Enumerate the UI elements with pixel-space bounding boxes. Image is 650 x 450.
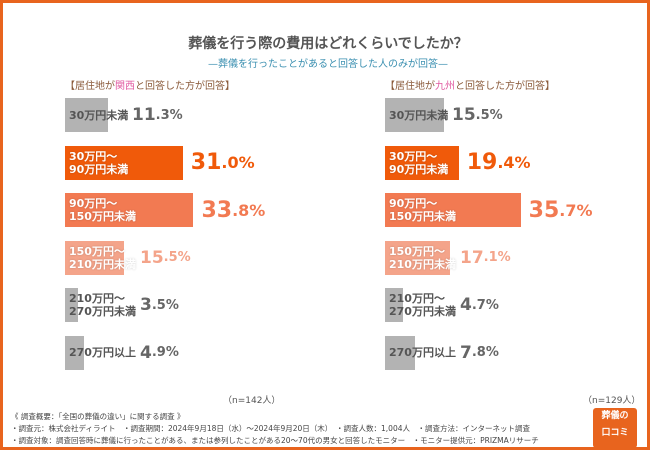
category-label: 30万円未満 [69,108,129,122]
bar [65,335,84,370]
data-label: 11.3% [132,105,183,125]
panel-title-kansai: 【居住地が関西と回答した方が回答】 [65,81,235,92]
bar [65,288,79,322]
panel-title-kyushu: 【居住地が九州と回答した方が回答】 [385,81,555,92]
bar [385,145,459,180]
bar-row: 210万円～ 270万円未満 3.5% [65,288,325,322]
note-line: 《 調査概要：「全国の葬儀の違い」に関する調査 》 [11,412,185,421]
logo: 葬儀の 口コミ [593,408,637,448]
bar [385,335,415,370]
category-label: 270万円以上 [69,346,136,359]
bar-row: 270万円以上 7.8% [385,335,645,370]
data-label: 3.5% [140,295,179,315]
data-label: 4.9% [140,342,179,363]
sample-size-kyushu: （n=129人） [583,396,641,406]
bar-chart-kansai: 30万円未満 11.3% 30万円～ 90万円未満 31.0% 90万円～ 150万円未… [65,98,325,378]
data-label: 15.5% [452,105,503,125]
bar-row: 30万円未満 11.3% [65,98,325,132]
bar-chart-kyushu: 30万円未満 15.5% 30万円～ 90万円未満 19.4% 90万円～ 150万円未… [385,98,645,378]
note-line: ・調査元：株式会社ディライト ・調査期間：2024年9月18日（水）～2024年… [11,424,530,433]
category-label: 270万円以上 [389,346,456,359]
bar-row: 90万円～ 150万円未満 35.7% [385,193,645,227]
data-label: 15.5% [140,247,191,268]
chart-subtitle: —葬儀を行ったことがあると回答した人のみが回答— [208,59,448,70]
bar-row: 30万円未満 15.5% [385,98,645,132]
data-label: 33.8% [201,197,266,223]
bar [65,240,124,275]
data-label: 4.7% [460,295,499,315]
bar [385,98,444,132]
category-label: 90万円～ 150万円未満 [69,197,136,223]
note-line: ・調査対象：調査回答時に葬儀に行ったことがある、または参列したことがある20～7… [11,436,539,445]
category-label: 150万円～ 210万円未満 [389,244,456,271]
bar-row: 150万円～ 210万円未満 17.1% [385,240,645,275]
bar [385,193,521,227]
survey-notes: 《 調査概要：「全国の葬儀の違い」に関する調査 》 ・調査元：株式会社ディライト… [11,411,539,447]
bar-row: 90万円～ 150万円未満 33.8% [65,193,325,227]
chart-title: 葬儀を行う際の費用はどれくらいでしたか？ [188,36,468,52]
bar [385,240,450,275]
bar-row: 30万円～ 90万円未満 31.0% [65,145,325,180]
category-label: 30万円未満 [389,108,449,122]
sample-size-kansai: （n=142人） [223,396,281,406]
category-label: 30万円～ 90万円未満 [69,149,129,176]
data-label: 19.4% [466,150,531,175]
bar-row: 30万円～ 90万円未満 19.4% [385,145,645,180]
data-label: 7.8% [460,342,499,363]
category-label: 150万円～ 210万円未満 [69,244,136,271]
data-label: 17.1% [460,247,511,268]
category-label: 210万円～ 270万円未満 [69,292,136,318]
bar [65,98,108,132]
bar [65,145,183,180]
category-label: 210万円～ 270万円未満 [389,292,456,318]
bar-row: 150万円～ 210万円未満 15.5% [65,240,325,275]
category-label: 90万円～ 150万円未満 [389,197,456,223]
bar [385,288,403,322]
bar-row: 210万円～ 270万円未満 4.7% [385,288,645,322]
data-label: 35.7% [528,197,593,223]
data-label: 31.0% [190,150,255,175]
bar [65,193,194,227]
category-label: 30万円～ 90万円未満 [389,149,449,176]
bar-row: 270万円以上 4.9% [65,335,325,370]
